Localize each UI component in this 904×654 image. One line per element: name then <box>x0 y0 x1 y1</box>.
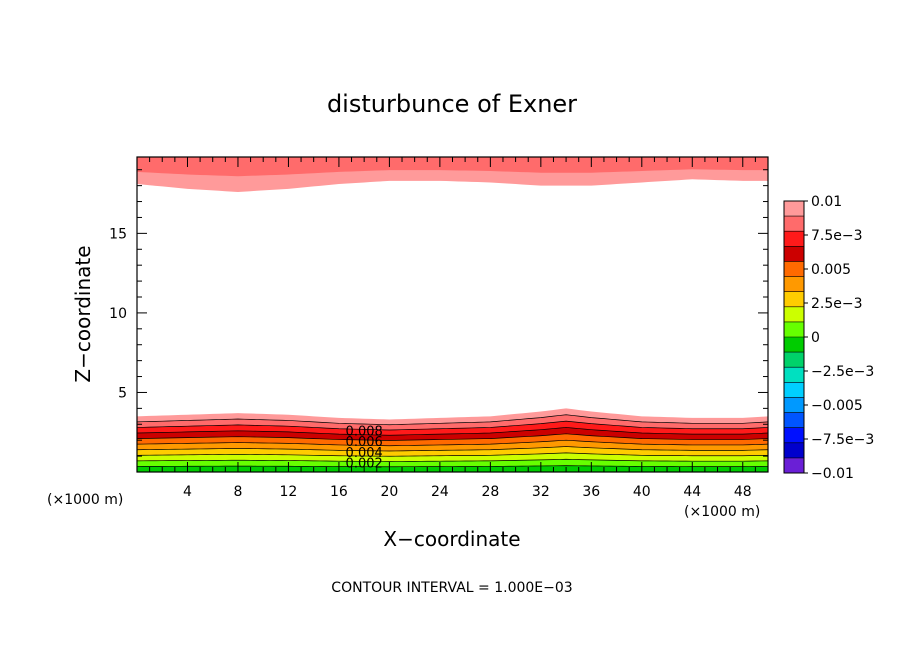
x-tick-label: 48 <box>734 484 752 500</box>
colorbar-tick-label: 0 <box>811 330 820 346</box>
colorbar-swatch <box>784 427 804 444</box>
x-tick-label: 16 <box>330 484 348 500</box>
contour-line-8 <box>136 458 769 462</box>
colorbar-tick-label: 0.005 <box>811 262 851 278</box>
colorbar-swatch <box>784 306 804 323</box>
y-axis-label: Z−coordinate <box>71 245 95 382</box>
colorbar-swatch <box>784 352 804 368</box>
colorbar-tick-label: −2.5e−3 <box>811 364 874 380</box>
y-ticks: 5 10 15 <box>109 169 768 457</box>
colorbar-tick-label: −0.01 <box>811 466 854 482</box>
colorbar-tick-label: 7.5e−3 <box>811 228 863 244</box>
contour-lines <box>136 414 769 468</box>
colorbar-swatch <box>784 397 804 413</box>
colorbar-swatch <box>784 367 804 383</box>
colorbar-tick-label: 0.01 <box>811 194 842 210</box>
contour-line-6 <box>136 446 769 452</box>
colorbar-swatch <box>784 246 804 262</box>
colorbar: 0.01 7.5e−3 0.005 2.5e−3 0 −2.5e−3 −0.005 −7.5e… <box>783 194 874 482</box>
x-tick-label: 28 <box>481 484 499 500</box>
x-tick-label: 20 <box>380 484 398 500</box>
contour-label: 0.002 <box>346 456 383 471</box>
contour-label: 0.004 <box>346 446 383 461</box>
y-tick-label: 10 <box>109 306 127 322</box>
colorbar-swatch <box>784 337 804 353</box>
x-axis-unit-label: (×1000 m) <box>684 504 760 520</box>
x-tick-label: 32 <box>532 484 550 500</box>
colorbar-swatch <box>784 261 804 277</box>
colorbar-swatch <box>784 201 804 217</box>
x-tick-label: 12 <box>280 484 298 500</box>
colorbar-swatch <box>784 276 804 292</box>
contour-label: 0.008 <box>346 424 383 439</box>
x-tick-label: 44 <box>683 484 701 500</box>
colorbar-swatch <box>784 231 804 247</box>
colorbar-tick-label: −0.005 <box>811 398 863 414</box>
colorbar-swatch <box>784 382 804 398</box>
colorbar-swatch <box>784 216 804 232</box>
contour-line-9 <box>136 465 769 468</box>
contour-label: 0.006 <box>346 435 383 450</box>
contour-line-1 <box>136 414 769 426</box>
contour-interval-note: CONTOUR INTERVAL = 1.000E−03 <box>331 580 572 596</box>
colorbar-tick-label: 2.5e−3 <box>811 296 863 312</box>
x-tick-label: 8 <box>233 484 242 500</box>
x-tick-label: 4 <box>183 484 192 500</box>
x-tick-label: 36 <box>582 484 600 500</box>
colorbar-swatch <box>784 291 804 308</box>
contour-line-3 <box>136 427 769 436</box>
x-ticks: 4 8 12 16 20 24 28 32 36 40 44 48 <box>149 157 756 500</box>
y-tick-label: 15 <box>109 226 127 242</box>
colorbar-tick-label: −7.5e−3 <box>811 432 874 448</box>
chart-title: disturbunce of Exner <box>327 90 577 118</box>
contour-line-4 <box>136 433 769 441</box>
colorbar-swatch <box>784 442 804 459</box>
x-tick-label: 24 <box>431 484 449 500</box>
y-tick-label: 5 <box>118 385 127 401</box>
colorbar-swatch <box>784 321 804 338</box>
contour-line-2 <box>136 420 769 431</box>
colorbar-swatch <box>784 412 804 428</box>
x-axis-label: X−coordinate <box>383 527 520 551</box>
x-tick-label: 40 <box>633 484 651 500</box>
y-axis-unit-label: (×1000 m) <box>47 492 123 508</box>
contour-line-5 <box>136 439 769 447</box>
contour-line-7 <box>136 452 769 457</box>
colorbar-swatch <box>784 457 804 474</box>
contour-band-top-1 <box>137 157 768 177</box>
